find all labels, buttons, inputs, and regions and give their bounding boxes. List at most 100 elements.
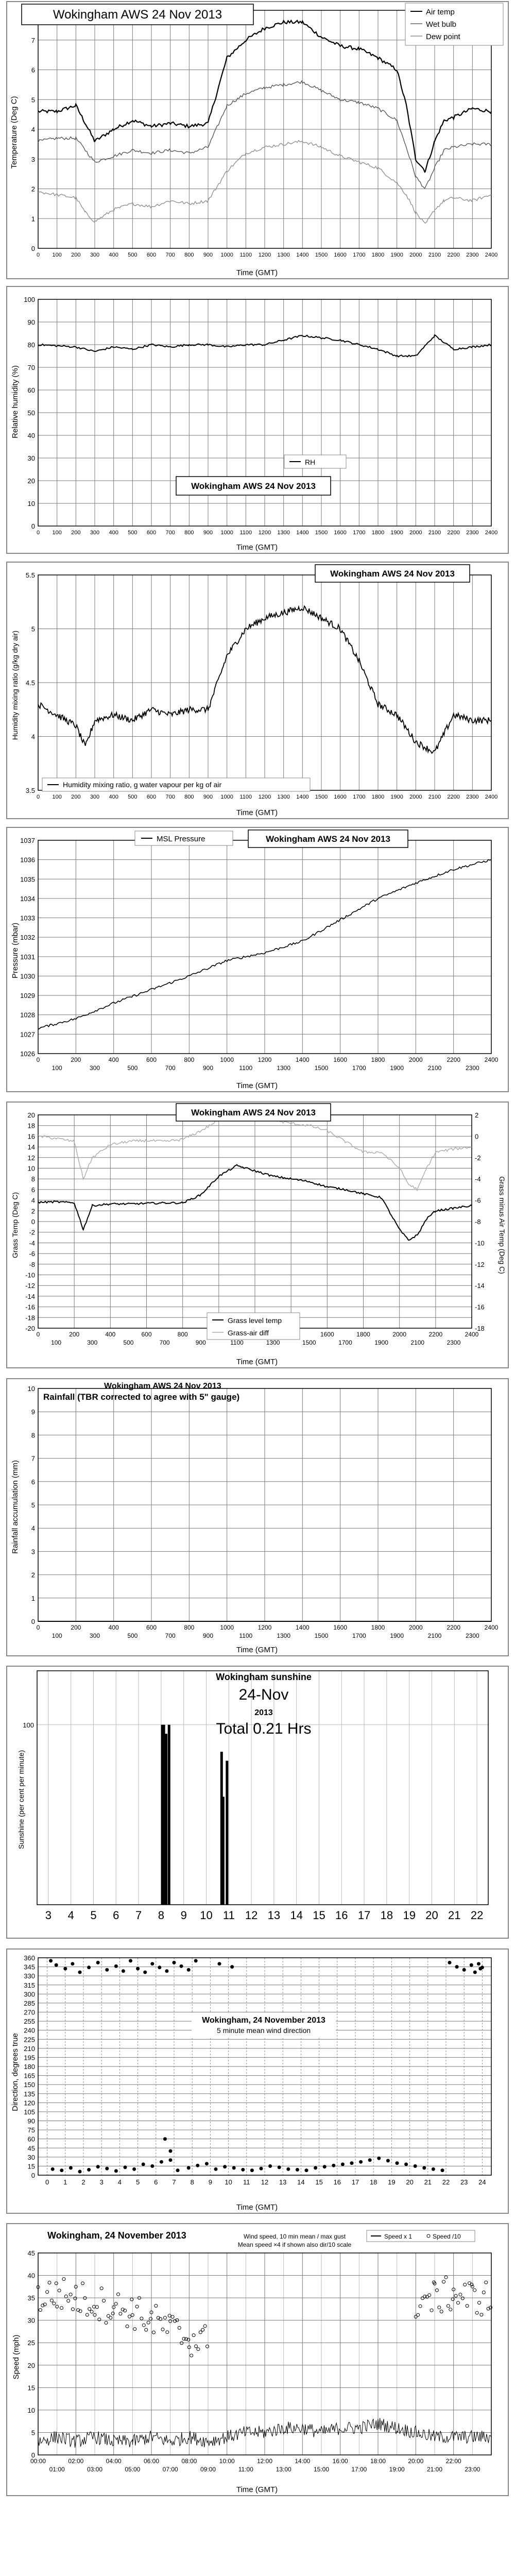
y-tick-label: 2 [31, 1571, 35, 1579]
x-tick-label: 5 [136, 2178, 140, 2186]
speed-div10-point [446, 2304, 450, 2308]
x-tick-label: 200 [71, 530, 80, 536]
direction-point [129, 1959, 132, 1963]
x-tick-label: 07:00 [163, 2466, 178, 2473]
x-tick-label: 2300 [466, 1064, 479, 1072]
speed-div10-point [97, 2317, 101, 2321]
direction-point [114, 2169, 118, 2173]
y-tick-label: 8 [31, 1175, 35, 1183]
speed-div10-point [180, 2341, 184, 2345]
x-tick-label: 500 [127, 1064, 138, 1072]
speed-div10-point [435, 2288, 439, 2292]
speed-div10-point [190, 2353, 194, 2358]
x-tick-label: 2300 [466, 1632, 479, 1639]
speed-div10-point [451, 2297, 455, 2301]
x-axis-label: Time (GMT) [236, 808, 278, 817]
speed-div10-point [109, 2316, 113, 2320]
x-tick-label: 600 [147, 794, 156, 800]
x-tick-label: 400 [109, 1624, 119, 1631]
direction-point [314, 2166, 318, 2170]
sunshine-bar [167, 1724, 170, 1905]
x-tick-label: 800 [184, 1056, 194, 1063]
x-tick-label: 03:00 [87, 2466, 102, 2473]
x-tick-label: 2200 [447, 530, 459, 536]
y-tick-label: 25 [28, 2339, 35, 2347]
y-tick-label: 2 [31, 1207, 35, 1215]
legend: Humidity mixing ratio, g water vapour pe… [42, 777, 311, 792]
legend-mixing-ratio: Humidity mixing ratio, g water vapour pe… [63, 781, 221, 789]
x-tick-label: 11:00 [238, 2466, 253, 2473]
chart-total: Total 0.21 Hrs [216, 1720, 311, 1737]
x-tick-label: 1400 [296, 1056, 310, 1063]
y-tick-label: 1031 [20, 953, 35, 961]
y-tick-label: 50 [28, 409, 35, 417]
x-tick-label: 06:00 [144, 2458, 159, 2465]
y2-tick-label: -14 [475, 1282, 485, 1290]
y-tick-label: -20 [25, 1325, 35, 1332]
speed-div10-point [43, 2302, 47, 2307]
direction-point [105, 2166, 109, 2171]
speed-div10-point [71, 2307, 75, 2311]
x-tick-label: 400 [109, 530, 118, 536]
speed-div10-point [416, 2313, 420, 2317]
y-tick-label: 135 [24, 2090, 35, 2098]
speed-div10-point [167, 2314, 171, 2318]
y-tick-label: 35 [28, 2294, 35, 2302]
y2-tick-label: 0 [475, 1132, 478, 1140]
speed-div10-point [68, 2293, 73, 2297]
x-tick-label: 300 [87, 1339, 97, 1346]
x-tick-label: 1000 [220, 1056, 234, 1063]
y-tick-label: 40 [28, 432, 35, 439]
x-tick-label: 16 [334, 2178, 341, 2186]
direction-point [168, 2149, 173, 2153]
direction-point [476, 1962, 480, 1966]
speed-div10-point [430, 2308, 434, 2312]
direction-point [78, 1970, 82, 1974]
x-tick-label: 2400 [485, 252, 497, 258]
y-tick-label: 165 [24, 2072, 35, 2080]
y-tick-label: 9 [31, 1408, 35, 1416]
y-tick-label: 10 [28, 1165, 35, 1173]
direction-point [50, 2167, 55, 2171]
y-tick-label: 5.5 [26, 571, 35, 579]
direction-point [368, 2158, 372, 2162]
direction-point [386, 2159, 390, 2163]
x-tick-label: 2000 [392, 1331, 406, 1338]
wind-speed-chart-panel: 0 5 10 15 20 25 30 35 40 45 00:00 02:00 04:00 06:00 08… [6, 2223, 509, 2496]
direction-point [332, 2163, 336, 2167]
x-tick-label: 600 [147, 252, 156, 258]
x-tick-label: 500 [128, 794, 137, 800]
speed-div10-point [76, 2308, 80, 2312]
x-tick-label: 3 [100, 2178, 104, 2186]
speed-div10-point [456, 2301, 460, 2305]
y-tick-label: 4 [31, 733, 35, 741]
y-tick-label: 0 [31, 522, 35, 530]
direction-point [230, 1965, 234, 1969]
speed-div10-point [470, 2284, 474, 2289]
x-tick-label: 700 [165, 794, 175, 800]
legend-grass-air-diff: Grass-air diff [228, 1329, 269, 1337]
speed-div10-point [38, 2308, 42, 2312]
legend-wet-bulb: Wet bulb [426, 20, 456, 29]
y-tick-label: 45 [28, 2144, 35, 2152]
x-tick-label: 2200 [447, 252, 459, 258]
speed-div10-point [452, 2287, 456, 2292]
x-tick-label: 8 [191, 2178, 194, 2186]
mixing-ratio-chart-panel: 3.5 4 4.5 5 5.5 0 100 200 300 400 500 600 700 800 900 1… [6, 562, 509, 819]
x-tick-label: 500 [123, 1339, 133, 1346]
direction-point [214, 2167, 218, 2171]
x-tick-label: 2100 [428, 794, 441, 800]
x-tick-label: 2000 [409, 252, 422, 258]
legend-speed-x1: Speed x 1 [384, 2233, 412, 2240]
y-tick-label: 1 [31, 1595, 35, 1602]
y-tick-label: 30 [28, 2154, 35, 2161]
x-tick-label: 300 [90, 1064, 100, 1072]
x-tick-label: 17:00 [351, 2466, 367, 2473]
y-tick-label: 0 [31, 245, 35, 252]
speed-div10-point [439, 2310, 443, 2314]
speed-div10-point [104, 2321, 108, 2325]
x-tick-label: 2100 [428, 1632, 442, 1639]
direction-point [123, 2165, 127, 2170]
x-tick-label: 1000 [220, 530, 233, 536]
x-tick-label: 14 [297, 2178, 304, 2186]
